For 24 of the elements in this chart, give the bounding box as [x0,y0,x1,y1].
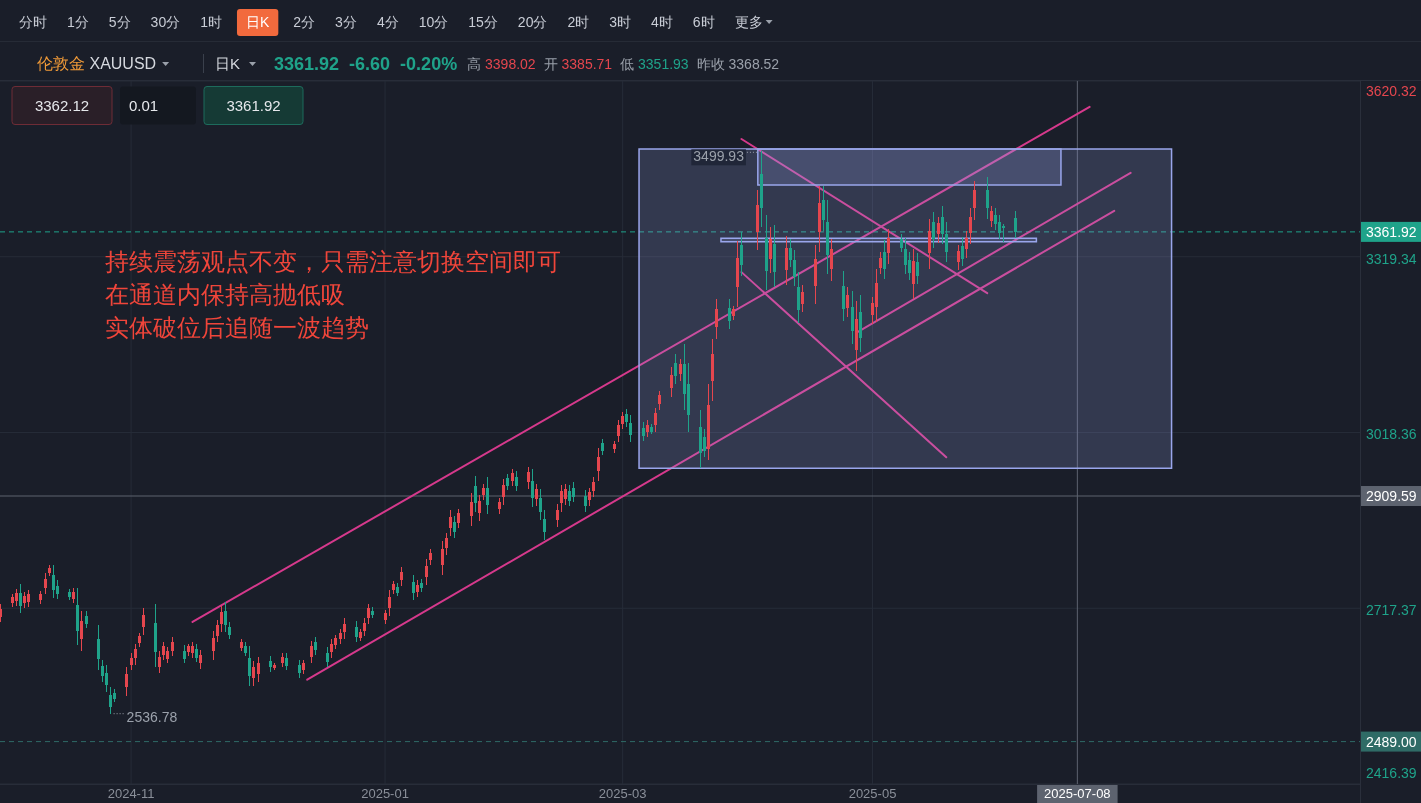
chart-title: 伦敦金 XAUUSD [37,55,157,72]
x-tick-label: 2025-01 [361,786,409,801]
ref-line-label: 3361.92 [1366,223,1417,240]
y-tick-label: 3620.32 [1366,83,1417,99]
annotation: 3361.92 [226,97,281,114]
y-tick-label: 2416.39 [1366,765,1417,781]
ref-line-label: 2025-07-08 [1044,786,1111,801]
x-tick-label: 2025-05 [848,786,897,801]
price-info: 3361.92 -6.60 -0.20% 高 3398.02 开 3385.71 低 3351.93 昨收 3368.52 [274,54,780,74]
annotation: 3499.93 [693,148,745,165]
toolbar: 分时 1分 5分 30分 1时 日K 2分 3分 4分 10分 15分 20分 2时 3时 4时 6时 更多 [19,9,773,36]
header: 伦敦金 XAUUSD 日K [37,53,256,74]
ref-line-label: 2489.00 [1366,733,1417,750]
x-tick-label: 2025-03 [598,786,647,801]
x-tick-label: 2024-11 [107,786,155,801]
chart-subtitle: 日K [215,55,241,72]
annotation: 3362.12 [34,97,90,114]
y-tick-label: 2717.37 [1366,602,1417,619]
ref-line-label: 2909.59 [1366,488,1417,505]
annotation: 0.01 [129,97,159,114]
y-tick-label: 3319.34 [1366,250,1417,267]
note: 持续震荡观点不变，只需注意切换空间即可 在通道内保持高抛低吸 实体破位后追随一波趋势 [105,248,561,341]
y-tick-label: 3018.36 [1366,426,1417,443]
annotation: 2536.78 [126,708,178,725]
